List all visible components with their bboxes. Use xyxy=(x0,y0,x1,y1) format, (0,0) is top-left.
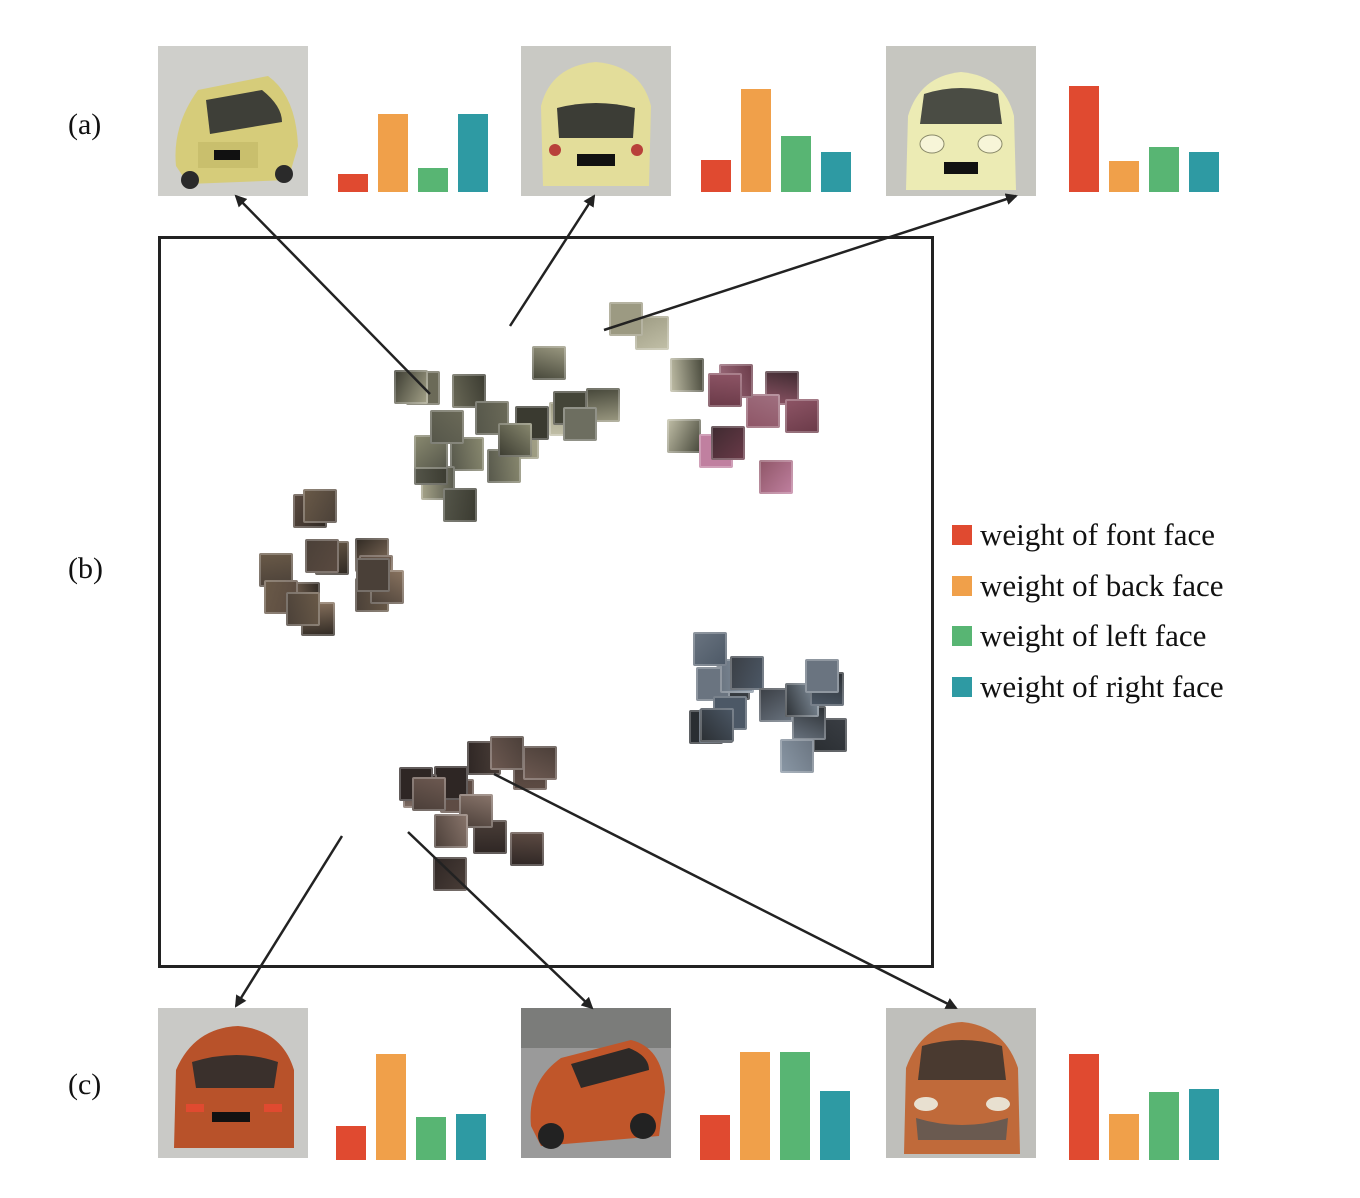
embedding-thumbnail xyxy=(443,488,478,523)
bar-front-face xyxy=(1069,1054,1099,1160)
bar-left-face xyxy=(1149,147,1179,192)
bar-left-face xyxy=(781,136,811,192)
legend-label: weight of font face xyxy=(980,517,1215,553)
face-weight-bars xyxy=(701,82,861,192)
bar-back-face xyxy=(1109,1114,1139,1160)
face-weight-bars xyxy=(338,82,498,192)
row-label-c: (c) xyxy=(68,1068,102,1101)
embedding-thumbnail xyxy=(563,406,598,441)
embedding-thumbnail xyxy=(286,591,321,626)
bar-left-face xyxy=(1149,1092,1179,1160)
legend: weight of font face weight of back face … xyxy=(952,510,1224,712)
legend-swatch xyxy=(952,626,972,647)
bar-front-face xyxy=(700,1115,730,1160)
face-weight-bars xyxy=(1069,1050,1229,1160)
embedding-thumbnail xyxy=(759,460,794,495)
bar-back-face xyxy=(1109,161,1139,192)
embedding-thumbnail xyxy=(745,393,780,428)
bar-right-face xyxy=(458,114,488,192)
bar-front-face xyxy=(1069,86,1099,192)
embedding-thumbnail xyxy=(699,708,734,743)
bar-back-face xyxy=(740,1052,770,1160)
embedding-thumbnail xyxy=(693,632,728,667)
embedding-thumbnail xyxy=(805,658,840,693)
legend-label: weight of right face xyxy=(980,668,1224,704)
bar-front-face xyxy=(336,1126,366,1160)
embedding-thumbnail xyxy=(780,739,815,774)
bar-right-face xyxy=(456,1114,486,1160)
legend-swatch xyxy=(952,676,972,697)
arrow-icon xyxy=(493,772,958,1010)
legend-swatch xyxy=(952,575,972,596)
embedding-thumbnail xyxy=(356,557,391,592)
embedding-thumbnail xyxy=(730,655,765,690)
legend-item-back: weight of back face xyxy=(952,561,1224,612)
bar-front-face xyxy=(338,174,368,192)
face-weight-bars xyxy=(336,1050,496,1160)
legend-item-front: weight of font face xyxy=(952,510,1224,561)
embedding-thumbnail xyxy=(304,538,339,573)
embedding-thumbnail xyxy=(785,398,820,433)
yellow-car-photo xyxy=(158,46,308,196)
embedding-thumbnail xyxy=(411,776,446,811)
face-weight-bars xyxy=(700,1050,860,1160)
embedding-thumbnail xyxy=(498,422,533,457)
embedding-thumbnail xyxy=(432,857,467,892)
arrow-icon xyxy=(234,194,431,395)
legend-label: weight of left face xyxy=(980,618,1207,654)
embedding-thumbnail xyxy=(523,745,558,780)
embedding-plot xyxy=(158,236,934,968)
arrow-icon xyxy=(234,835,344,1008)
embedding-thumbnail xyxy=(430,409,465,444)
legend-item-left: weight of left face xyxy=(952,611,1224,662)
embedding-thumbnail xyxy=(303,488,338,523)
bar-left-face xyxy=(418,168,448,192)
yellow-car-photo xyxy=(521,46,671,196)
arrow-icon xyxy=(603,193,1018,332)
bar-left-face xyxy=(416,1117,446,1160)
bar-right-face xyxy=(821,152,851,192)
embedding-thumbnail xyxy=(434,814,469,849)
embedding-thumbnail xyxy=(711,426,746,461)
yellow-car-photo xyxy=(886,46,1036,196)
bar-front-face xyxy=(701,160,731,192)
orange-car-photo xyxy=(521,1008,671,1158)
legend-item-right: weight of right face xyxy=(952,662,1224,713)
row-label-b: (b) xyxy=(68,552,103,585)
embedding-thumbnail xyxy=(531,345,566,380)
embedding-thumbnail xyxy=(509,831,544,866)
embedding-thumbnail xyxy=(666,419,701,454)
legend-label: weight of back face xyxy=(980,567,1224,603)
orange-car-photo xyxy=(158,1008,308,1158)
legend-swatch xyxy=(952,525,972,546)
bar-left-face xyxy=(780,1052,810,1160)
bar-right-face xyxy=(1189,1089,1219,1160)
bar-back-face xyxy=(376,1054,406,1160)
bar-right-face xyxy=(820,1091,850,1160)
embedding-thumbnail xyxy=(669,358,704,393)
bar-right-face xyxy=(1189,152,1219,192)
bar-back-face xyxy=(378,114,408,192)
arrow-icon xyxy=(407,831,594,1010)
face-weight-bars xyxy=(1069,82,1229,192)
bar-back-face xyxy=(741,89,771,192)
row-label-a: (a) xyxy=(68,108,102,141)
embedding-thumbnail xyxy=(490,735,524,770)
embedding-thumbnail xyxy=(707,372,742,407)
orange-car-photo xyxy=(886,1008,1036,1158)
arrow-icon xyxy=(508,194,596,327)
